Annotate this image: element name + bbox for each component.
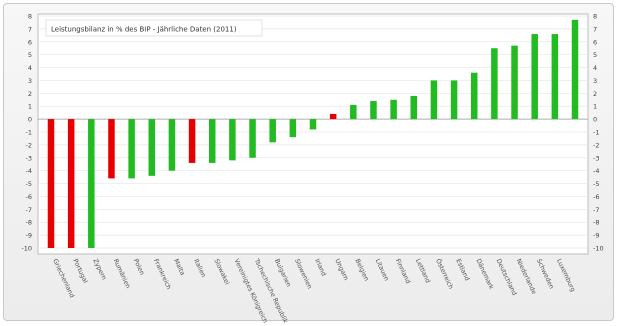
bar — [88, 119, 95, 248]
x-tick-label: Slowenien — [293, 258, 313, 290]
x-tick-label: Dänemark — [474, 258, 494, 291]
bar — [249, 119, 256, 158]
x-tick-label: Finnland — [394, 258, 412, 285]
x-tick-label: Italien — [192, 258, 207, 279]
y-tick-label-right: 2 — [593, 90, 597, 98]
y-tick-label-right: 7 — [593, 25, 597, 33]
bar — [329, 113, 337, 120]
bar — [390, 99, 397, 120]
x-tick-label: Schweden — [535, 258, 555, 290]
y-tick-label-left: 4 — [28, 64, 32, 72]
bar — [430, 80, 438, 120]
bar — [208, 119, 216, 163]
x-tick-label: Polen — [132, 258, 146, 276]
y-tick-label-left: 1 — [28, 103, 32, 111]
y-tick-label-left: 0 — [28, 116, 32, 124]
bar — [188, 119, 196, 163]
y-tick-label-right: -8 — [593, 219, 599, 227]
bar — [309, 119, 317, 130]
bars — [47, 19, 579, 248]
y-tick-label-left: 5 — [28, 51, 32, 59]
title-background — [45, 19, 263, 37]
y-tick-label-left: 3 — [28, 77, 32, 85]
y-tick-label-left: -10 — [21, 245, 32, 253]
y-tick-label-left: -7 — [26, 206, 32, 214]
y-tick-label-left: -9 — [26, 232, 32, 240]
x-tick-label: Lettland — [414, 258, 431, 284]
y-tick-label-right: 8 — [593, 13, 597, 21]
y-tick-label-right: 0 — [593, 116, 597, 124]
bar — [229, 119, 236, 161]
y-tick-label-right: 3 — [593, 77, 597, 85]
x-tick-label: Luxemburg — [555, 258, 576, 293]
bar — [470, 72, 478, 120]
y-tick-label-right: 1 — [593, 103, 597, 111]
y-tick-label-right: -7 — [593, 206, 599, 214]
y-tick-label-right: -3 — [593, 154, 599, 162]
x-tick-label: Belgien — [353, 258, 369, 282]
bar — [350, 104, 357, 120]
y-tick-label-right: -1 — [593, 129, 599, 137]
bar — [67, 119, 75, 248]
x-tick-label: Malta — [172, 258, 186, 277]
title-box: Leistungsbilanz in % des BIP - Jährliche… — [45, 19, 263, 37]
bar — [491, 48, 498, 120]
x-tick-label: Bulgarien — [273, 258, 292, 288]
y-tick-label-left: 2 — [28, 90, 32, 98]
y-tick-label-right: -10 — [593, 245, 604, 253]
y-axis-right-ticks: 8 7 6 5 4 3 2 1 0 -1 -2 -3 -4 -5 -6 -7 -8 -9 -10 — [593, 13, 604, 253]
y-tick-label-left: 6 — [28, 38, 32, 46]
y-tick-label-left: -3 — [26, 154, 32, 162]
bar — [168, 119, 176, 171]
bar — [450, 80, 458, 120]
y-axis-left-ticks: 8 7 6 5 4 3 2 1 0 -1 -2 -3 -4 -5 -6 -7 -8 -9 -10 — [21, 13, 32, 253]
plot-area — [37, 13, 589, 255]
bar — [269, 119, 276, 143]
x-tick-label: Slowakei — [212, 258, 230, 286]
bar — [108, 119, 115, 179]
x-tick-label: Deutschland — [495, 258, 518, 297]
x-tick-label: Estland — [454, 258, 470, 282]
x-tick-label: Frankreich — [152, 258, 172, 291]
y-tick-label-right: 4 — [593, 64, 597, 72]
x-tick-label: Griechenland — [51, 258, 75, 299]
y-tick-label-left: -6 — [26, 193, 32, 201]
y-tick-label-right: 6 — [593, 38, 597, 46]
x-tick-label: Ungarn — [333, 258, 349, 282]
chart-title: Leistungsbilanz in % des BIP - Jährliche… — [51, 26, 237, 34]
bar — [571, 19, 579, 120]
y-tick-label-right: -5 — [593, 180, 599, 188]
x-tick-label: Portugal — [71, 258, 88, 285]
y-tick-label-right: -6 — [593, 193, 599, 201]
bar — [148, 119, 156, 176]
y-tick-label-left: 7 — [28, 25, 32, 33]
y-tick-label-right: -2 — [593, 141, 599, 149]
bar — [531, 34, 538, 120]
y-tick-label-right: 5 — [593, 51, 597, 59]
x-tick-label: Österreich — [434, 257, 456, 290]
y-tick-label-left: -2 — [26, 141, 32, 149]
x-tick-label: Litauen — [374, 258, 390, 282]
y-tick-label-left: -5 — [26, 180, 32, 188]
y-tick-label-right: -4 — [593, 167, 599, 175]
bar — [551, 34, 559, 120]
y-tick-label-left: -1 — [26, 129, 32, 137]
x-tick-label: Niederlande — [515, 258, 538, 296]
y-tick-label-left: -4 — [26, 167, 32, 175]
x-tick-label: Zypern — [91, 258, 107, 281]
bar — [289, 119, 297, 138]
bar — [410, 95, 418, 120]
bar — [47, 119, 55, 248]
y-tick-label-left: 8 — [28, 13, 32, 21]
bar — [370, 101, 377, 120]
y-tick-label-left: -8 — [26, 219, 32, 227]
x-tick-label: Rumänien — [112, 258, 132, 290]
x-tick-label: Irland — [313, 258, 327, 277]
bar — [511, 45, 518, 120]
y-tick-label-right: -9 — [593, 232, 599, 240]
bar — [128, 119, 135, 179]
